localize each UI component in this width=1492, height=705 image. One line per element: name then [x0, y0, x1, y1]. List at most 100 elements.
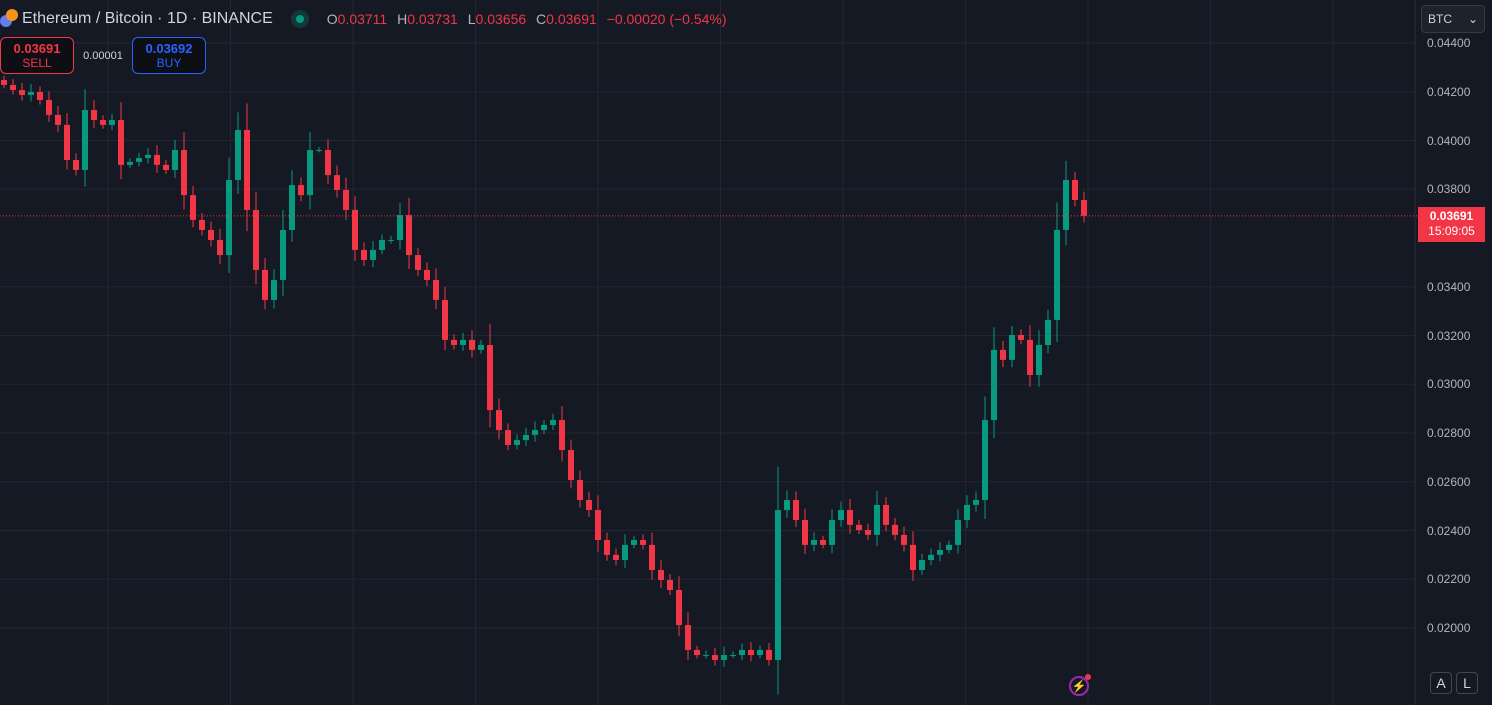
symbol-legend: Ethereum / Bitcoin · 1D · BINANCE O0.037…	[0, 8, 733, 30]
candle-body	[523, 434, 529, 441]
y-tick-label: 0.03000	[1427, 377, 1471, 392]
candle-body	[262, 269, 268, 300]
candle-body	[559, 420, 565, 451]
candle-body	[82, 110, 88, 170]
candle-body	[802, 520, 808, 545]
candle-body	[361, 249, 367, 260]
candle-body	[433, 279, 439, 300]
candle-body	[541, 424, 547, 431]
candle-body	[370, 249, 376, 260]
eth-btc-icon	[0, 9, 20, 29]
candle-body	[649, 544, 655, 570]
candle-body	[901, 534, 907, 545]
candle-body	[946, 544, 952, 550]
y-tick-label: 0.02000	[1427, 621, 1471, 635]
candle-body	[280, 229, 286, 280]
auto-scale-button[interactable]: A	[1430, 672, 1452, 694]
y-tick-label: 0.03400	[1427, 279, 1471, 294]
spread-value: 0.00001	[83, 49, 123, 62]
candle-body	[91, 110, 97, 121]
candle-body	[496, 410, 502, 431]
candle-body	[820, 540, 826, 545]
candle-body	[226, 179, 232, 256]
candle-body	[442, 299, 448, 340]
candle-body	[163, 164, 169, 170]
candle-body	[10, 84, 16, 91]
candle-body	[1072, 179, 1078, 200]
candle-body	[325, 150, 331, 176]
candle-body	[415, 255, 421, 270]
y-tick-label: 0.04000	[1427, 133, 1471, 148]
lightning-icon[interactable]: ⚡	[1069, 674, 1091, 696]
candle-body	[811, 540, 817, 545]
candle-body	[1018, 335, 1024, 340]
candle-body	[46, 100, 52, 115]
candle-body	[991, 349, 997, 421]
candle-body	[253, 209, 259, 270]
candle-body	[235, 130, 241, 180]
candle-body	[748, 649, 754, 656]
candle-body	[469, 339, 475, 350]
close-value: 0.03691	[546, 11, 597, 27]
symbol-title[interactable]: Ethereum / Bitcoin · 1D · BINANCE	[22, 10, 273, 27]
candle-body	[694, 649, 700, 656]
chevron-down-icon: ⌄	[1467, 12, 1478, 26]
candle-body	[388, 239, 394, 241]
candle-body	[64, 124, 70, 160]
buy-button[interactable]: 0.03692 BUY	[132, 37, 206, 74]
candle-body	[37, 91, 43, 101]
candle-body	[955, 520, 961, 545]
candle-body	[838, 510, 844, 521]
candle-body	[352, 209, 358, 250]
candle-body	[865, 530, 871, 535]
candle-body	[154, 154, 160, 165]
candle-body	[766, 649, 772, 660]
candle-body	[1054, 229, 1060, 320]
candle-body	[586, 500, 592, 511]
candle-body	[208, 229, 214, 240]
candle-body	[217, 239, 223, 256]
bar-countdown: 15:09:05	[1428, 224, 1475, 238]
candle-body	[505, 430, 511, 445]
candle-body	[757, 649, 763, 656]
sell-button[interactable]: 0.03691 SELL	[0, 37, 74, 74]
candle-body	[604, 540, 610, 555]
candle-body	[28, 91, 34, 95]
candle-body	[271, 279, 277, 300]
candle-body	[1, 80, 7, 85]
candle-body	[1081, 199, 1087, 216]
candle-body	[775, 510, 781, 660]
candle-body	[379, 239, 385, 250]
y-tick-label: 0.04200	[1427, 84, 1471, 99]
y-tick-label: 0.02800	[1427, 426, 1471, 440]
candle-body	[1045, 319, 1051, 346]
candle-body	[460, 339, 466, 346]
currency-select[interactable]: BTC ⌄	[1421, 5, 1485, 33]
candle-body	[424, 269, 430, 280]
candle-body	[1063, 179, 1069, 230]
candle-body	[973, 500, 979, 505]
candle-body	[1036, 345, 1042, 375]
candle-body	[712, 655, 718, 660]
candle-body	[595, 510, 601, 541]
y-tick-label: 0.02400	[1427, 523, 1471, 538]
candle-body	[703, 655, 709, 657]
candle-body	[685, 625, 691, 650]
candle-body	[847, 510, 853, 525]
candle-body	[406, 215, 412, 256]
candle-body	[982, 420, 988, 501]
candle-body	[568, 450, 574, 481]
candle-body	[334, 175, 340, 190]
candle-body	[937, 550, 943, 555]
candle-body	[928, 554, 934, 560]
y-tick-label: 0.02600	[1427, 474, 1471, 489]
y-tick-label: 0.03200	[1427, 328, 1471, 343]
log-scale-button[interactable]: L	[1456, 672, 1478, 694]
low-value: 0.03656	[475, 11, 527, 27]
candle-body	[244, 130, 250, 210]
trade-panel: 0.03691 SELL 0.00001 0.03692 BUY	[0, 37, 206, 74]
candle-body	[667, 579, 673, 590]
candle-body	[910, 544, 916, 570]
candle-body	[613, 554, 619, 560]
